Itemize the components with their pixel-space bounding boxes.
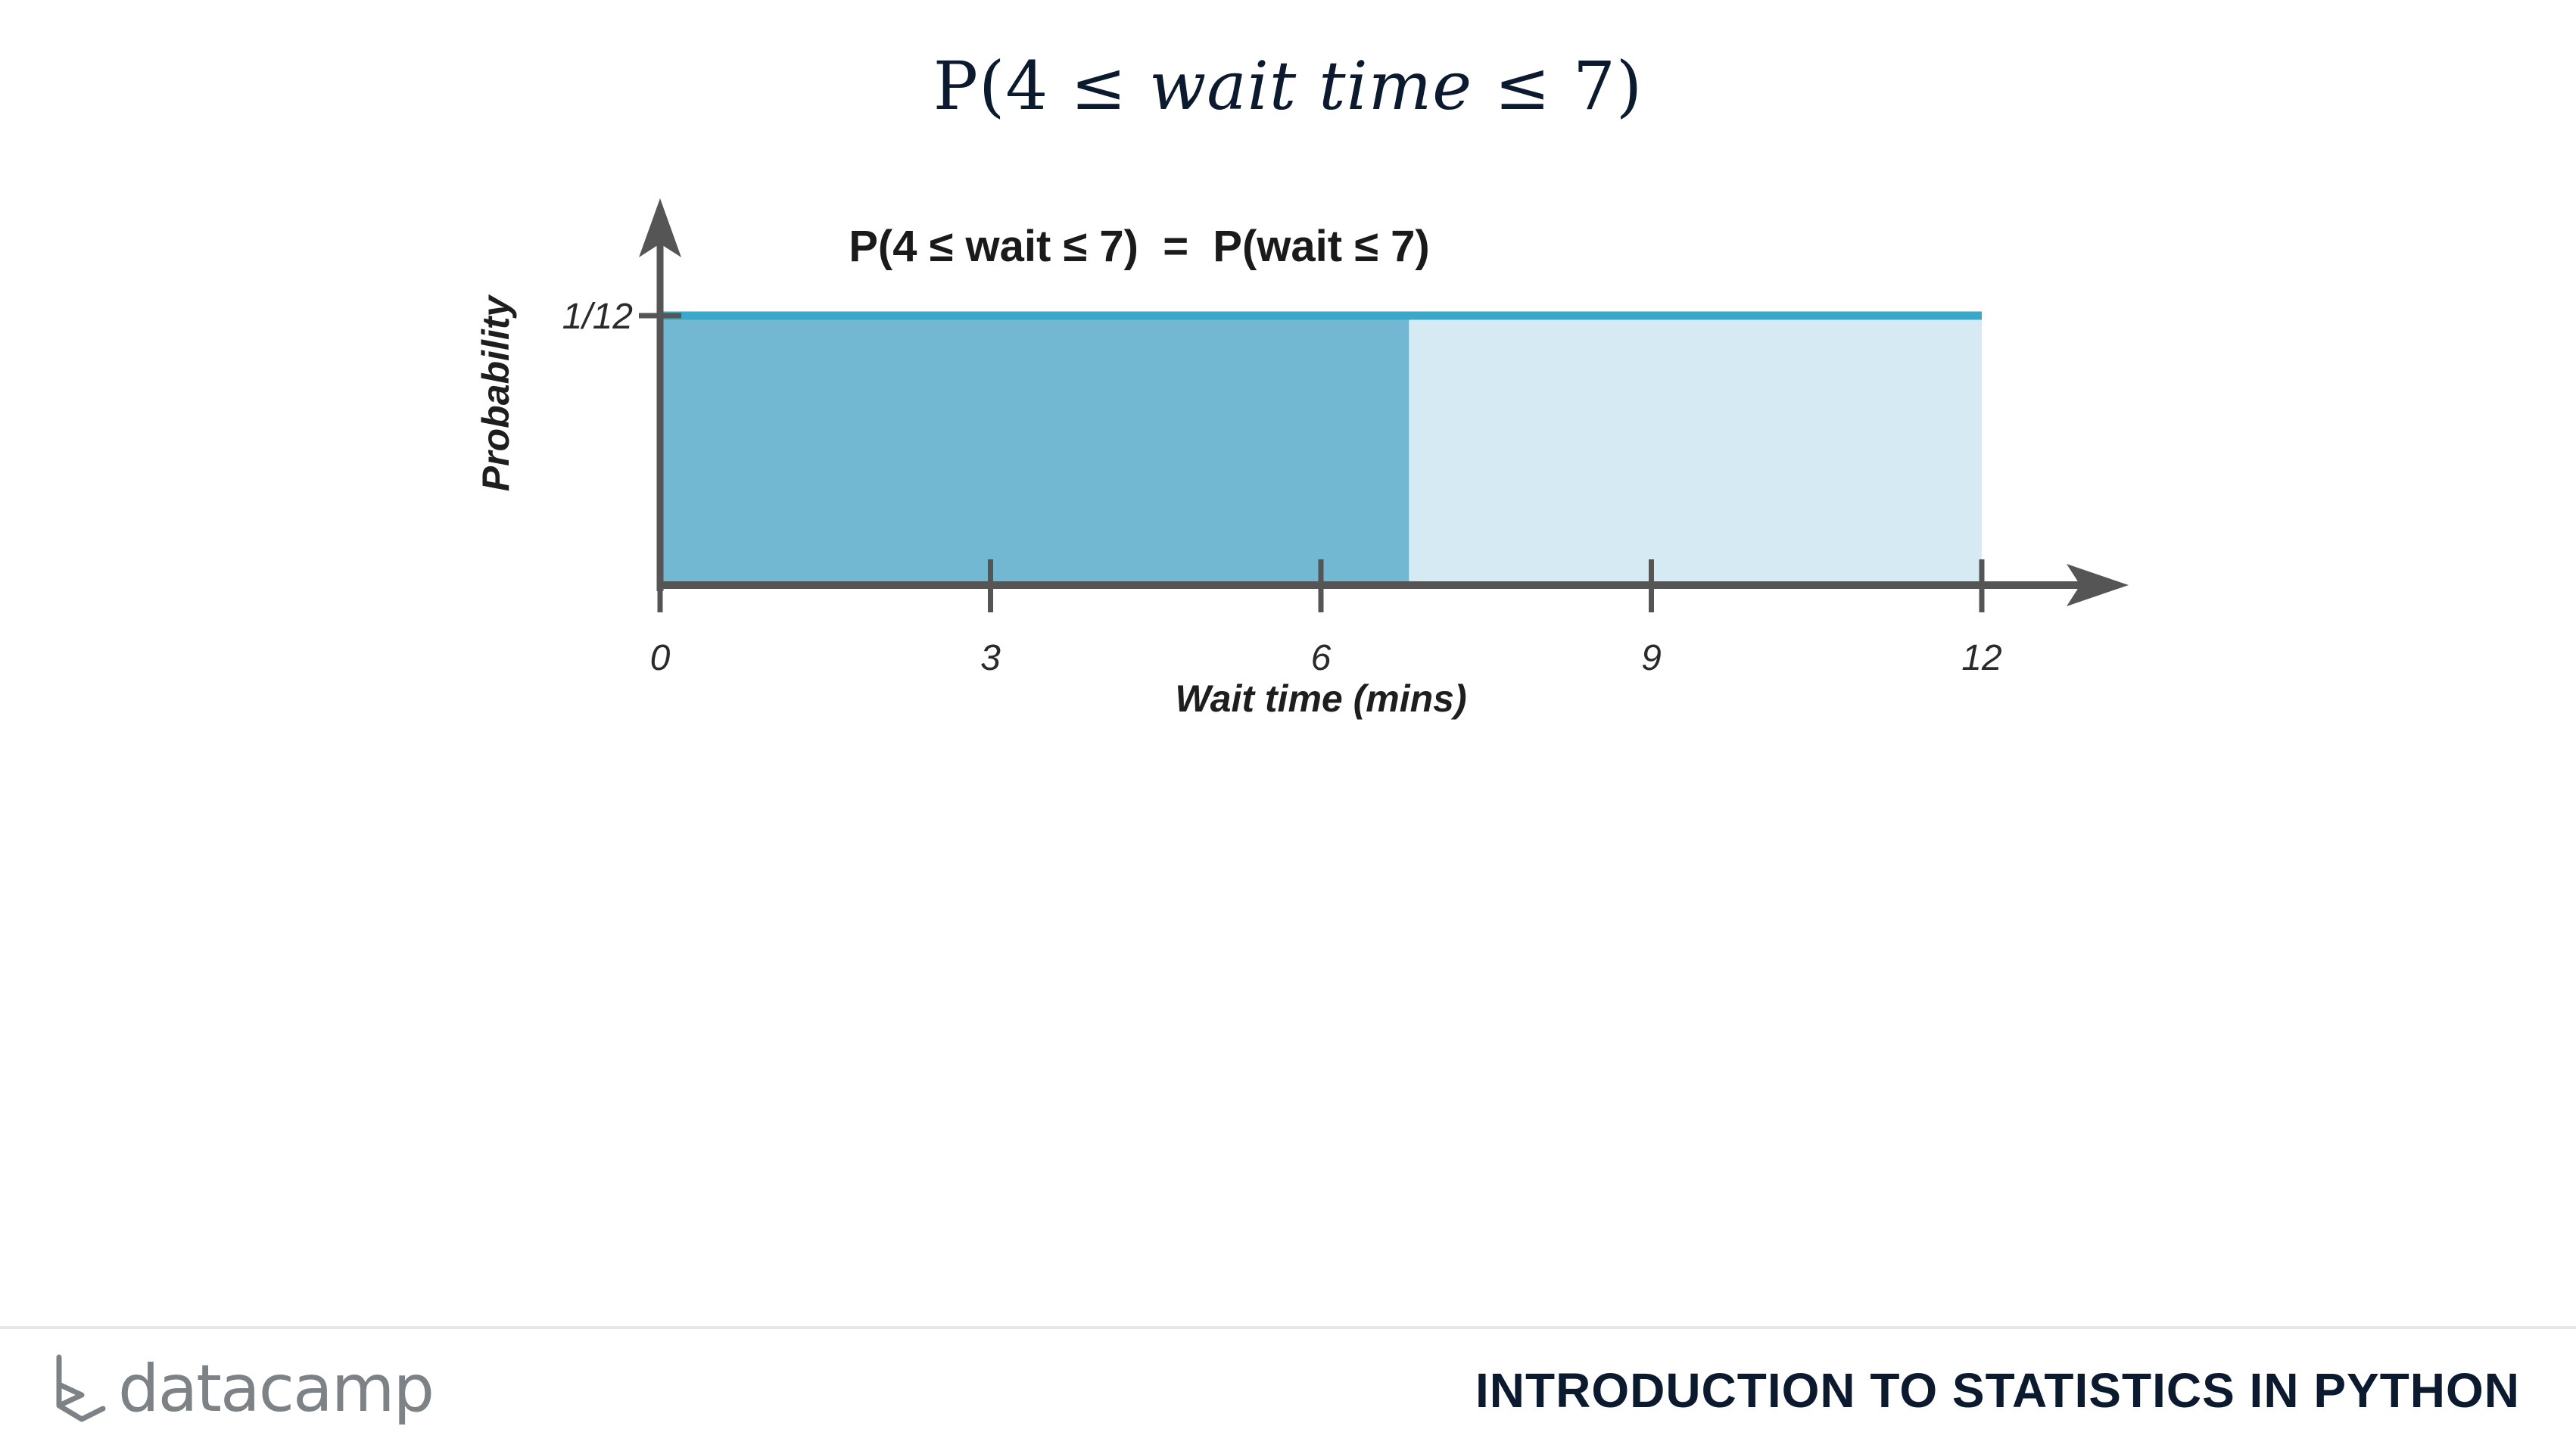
slide-title: P(4 ≤ wait time ≤ 7): [0, 47, 2576, 125]
y-axis-arrow: [639, 198, 681, 257]
footer-divider: [0, 1326, 2576, 1329]
unshaded-area: [1409, 316, 1982, 585]
course-title: INTRODUCTION TO STATISTICS IN PYTHON: [1475, 1363, 2520, 1418]
datacamp-logo: datacamp: [51, 1347, 435, 1431]
title-prefix: P(4 ≤: [933, 47, 1149, 125]
title-suffix: ≤ 7): [1472, 47, 1643, 125]
x-axis-title: Wait time (mins): [1175, 677, 1466, 720]
shaded-area: [660, 316, 1409, 585]
title-variable: wait time: [1148, 47, 1473, 125]
x-tick-label: 3: [980, 638, 1001, 678]
chart-title: P(4 ≤ wait ≤ 7) = P(wait ≤ 7): [849, 222, 1430, 271]
y-tick-label: 1/12: [562, 297, 633, 337]
brand-name: datacamp: [118, 1351, 435, 1427]
x-tick-label: 9: [1641, 638, 1662, 678]
datacamp-logo-icon: [56, 1354, 106, 1422]
x-tick-label: 0: [650, 638, 671, 678]
y-axis-title: Probability: [475, 294, 517, 492]
x-tick-label: 6: [1311, 638, 1332, 678]
x-tick-label: 12: [1961, 638, 2001, 678]
x-axis-arrow: [2067, 564, 2129, 606]
